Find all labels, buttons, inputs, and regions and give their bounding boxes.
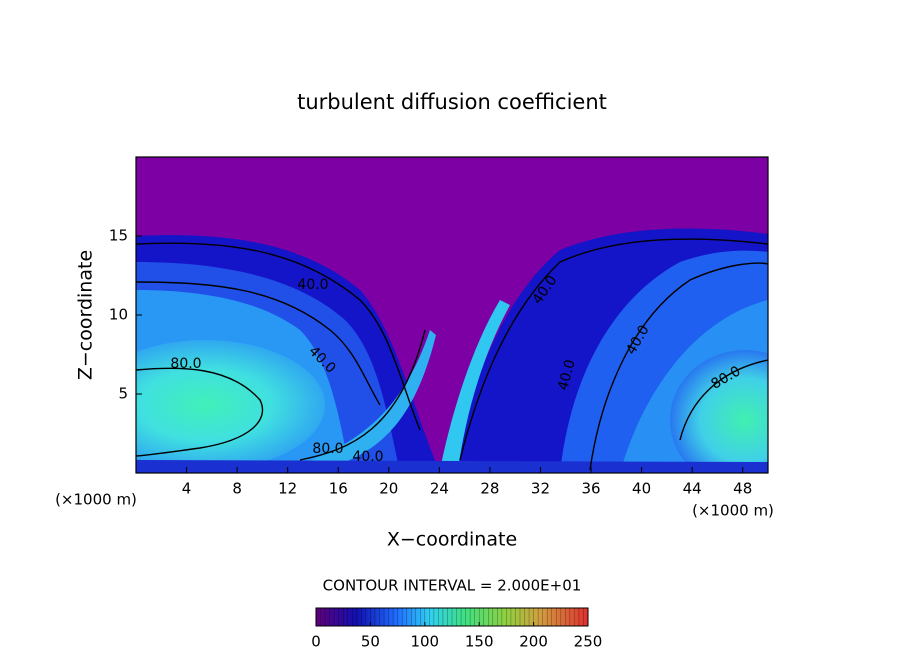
colorbar-tick-label: 200: [519, 633, 548, 651]
contour-label: 80.0: [170, 356, 201, 372]
x-tick-label: 44: [683, 480, 702, 498]
x-tick-label: 20: [379, 480, 398, 498]
colorbar-tick-label: 0: [311, 633, 321, 651]
contour-label: 40.0: [555, 358, 579, 392]
colorbar-tick-label: 250: [574, 633, 603, 651]
x-tick-label: 12: [278, 480, 297, 498]
x-tick-label: 16: [329, 480, 348, 498]
x-unit-label: (×1000 m): [55, 491, 137, 509]
x-tick-label: 40: [632, 480, 651, 498]
colorbar-tick-label: 100: [410, 633, 439, 651]
x-tick-label: 28: [480, 480, 499, 498]
y-tick-label: 5: [118, 385, 128, 403]
x-unit-label: (×1000 m): [692, 502, 774, 520]
field: [136, 157, 768, 473]
x-tick-label: 48: [733, 480, 752, 498]
colorbar-tick-label: 150: [465, 633, 494, 651]
contour-label: 80.0: [312, 441, 343, 457]
x-tick-label: 8: [232, 480, 242, 498]
x-axis-label: X−coordinate: [387, 529, 517, 551]
y-axis-label: Z−coordinate: [75, 250, 97, 380]
x-tick-label: 36: [581, 480, 600, 498]
chart-title: turbulent diffusion coefficient: [297, 90, 607, 114]
y-tick-label: 15: [109, 227, 128, 245]
contour-label: 40.0: [352, 449, 383, 465]
x-tick-label: 4: [182, 480, 192, 498]
contour-label: 40.0: [297, 277, 328, 293]
contour-interval: CONTOUR INTERVAL = 2.000E+01: [323, 577, 582, 595]
y-tick-label: 10: [109, 306, 128, 324]
x-tick-label: 32: [531, 480, 550, 498]
colorbar-tick-label: 50: [361, 633, 380, 651]
x-tick-label: 24: [430, 480, 449, 498]
